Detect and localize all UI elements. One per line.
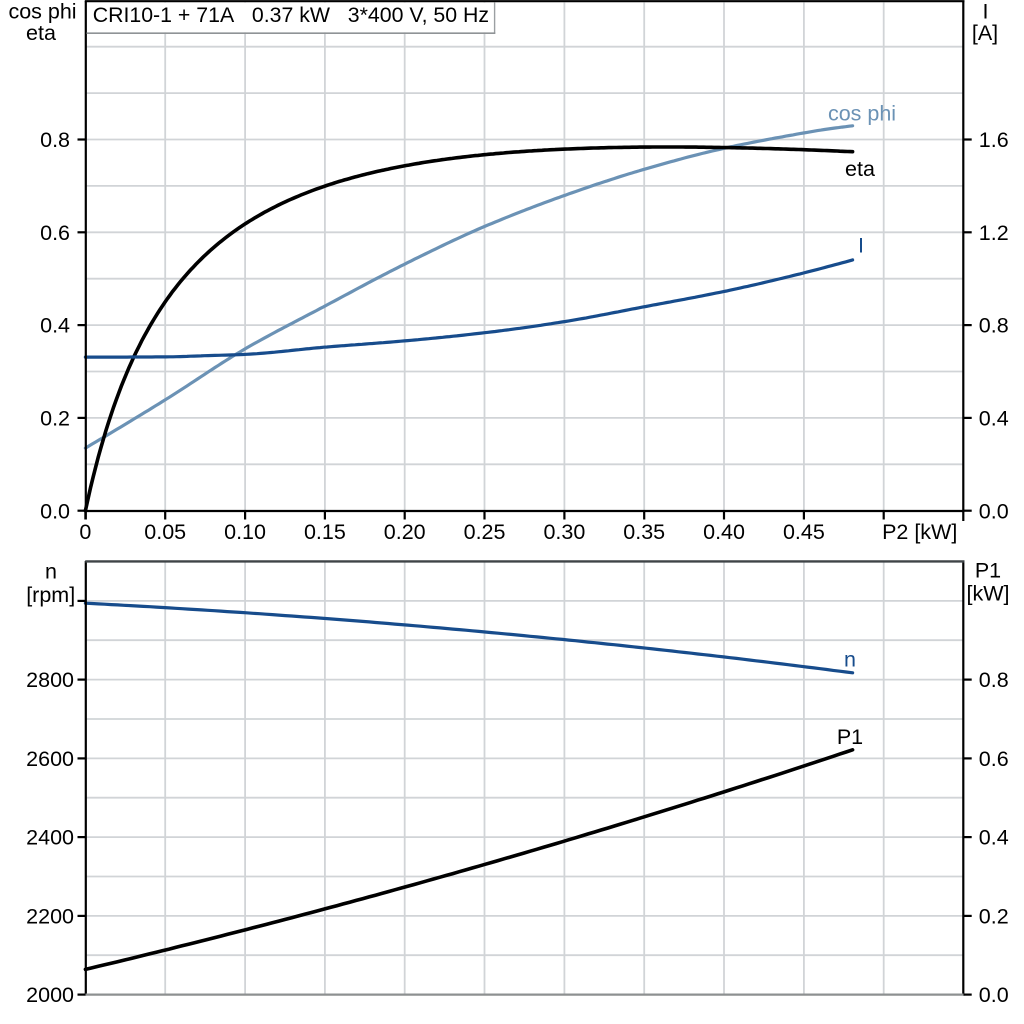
svg-text:0.8: 0.8 (979, 668, 1009, 692)
svg-text:0.0: 0.0 (40, 499, 70, 523)
svg-text:cos phi: cos phi (8, 0, 76, 23)
svg-text:0.6: 0.6 (40, 221, 70, 245)
svg-text:1.2: 1.2 (979, 221, 1009, 245)
svg-text:n: n (844, 647, 856, 671)
svg-text:2000: 2000 (26, 983, 74, 1007)
svg-text:0.2: 0.2 (979, 904, 1009, 928)
svg-text:0.35: 0.35 (623, 520, 665, 544)
svg-text:1.6: 1.6 (979, 128, 1009, 152)
svg-text:2600: 2600 (26, 747, 74, 771)
svg-text:I: I (858, 234, 864, 258)
svg-text:0.4: 0.4 (979, 826, 1009, 850)
svg-text:0.0: 0.0 (979, 499, 1009, 523)
svg-text:0.10: 0.10 (224, 520, 266, 544)
svg-text:2400: 2400 (26, 826, 74, 850)
svg-text:0: 0 (79, 520, 91, 544)
svg-text:0.05: 0.05 (144, 520, 186, 544)
svg-text:[kW]: [kW] (967, 581, 1010, 605)
svg-text:[rpm]: [rpm] (26, 583, 75, 607)
svg-text:2800: 2800 (26, 668, 74, 692)
svg-text:0.30: 0.30 (543, 520, 585, 544)
svg-text:eta: eta (845, 157, 875, 181)
svg-text:2200: 2200 (26, 904, 74, 928)
svg-text:CRI10-1 + 71A 0.37 kW 3*40: CRI10-1 + 71A 0.37 kW 3*400 V, 50 Hz (93, 3, 489, 27)
svg-text:0.25: 0.25 (464, 520, 506, 544)
svg-text:P1: P1 (975, 558, 1001, 582)
svg-text:0.8: 0.8 (979, 314, 1009, 338)
svg-text:n: n (45, 559, 57, 583)
svg-text:0.4: 0.4 (40, 314, 70, 338)
svg-text:0.2: 0.2 (40, 407, 70, 431)
svg-text:[A]: [A] (972, 21, 998, 45)
svg-text:0.6: 0.6 (979, 747, 1009, 771)
svg-text:0.40: 0.40 (703, 520, 745, 544)
svg-text:0.15: 0.15 (304, 520, 346, 544)
svg-text:0.0: 0.0 (979, 983, 1009, 1007)
svg-text:0.20: 0.20 (384, 520, 426, 544)
svg-text:P1: P1 (837, 725, 863, 749)
svg-text:0.8: 0.8 (40, 128, 70, 152)
svg-text:0.45: 0.45 (783, 520, 825, 544)
svg-text:P2 [kW]: P2 [kW] (882, 520, 957, 544)
svg-text:eta: eta (26, 21, 56, 45)
svg-text:0.4: 0.4 (979, 407, 1009, 431)
svg-text:I: I (983, 0, 989, 23)
svg-text:cos phi: cos phi (828, 102, 896, 126)
